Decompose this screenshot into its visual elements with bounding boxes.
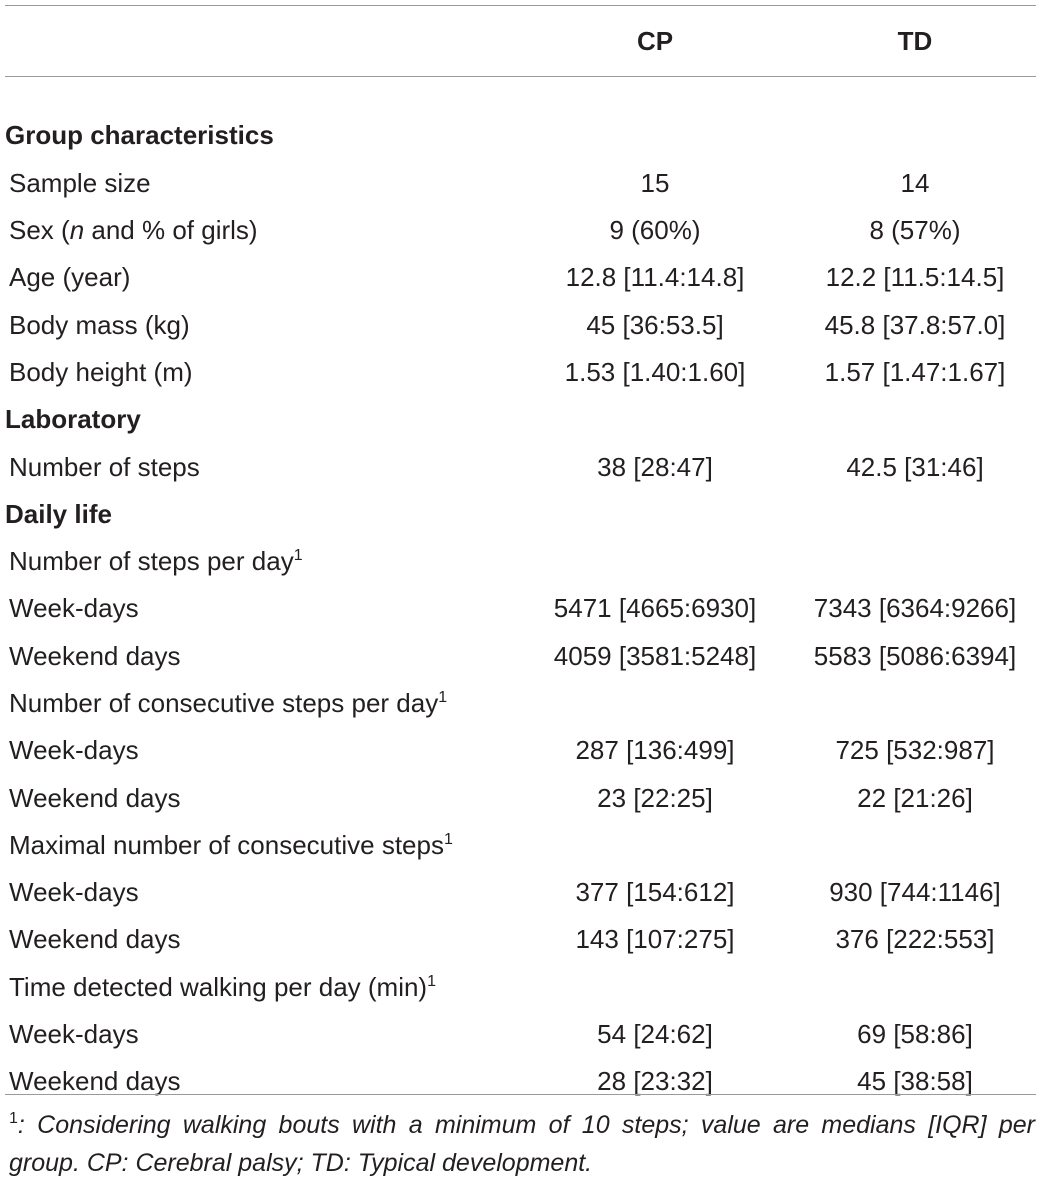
table-row: Week-days 54 [24:62] 69 [58:86] — [0, 1011, 1042, 1058]
subheading-label: Number of consecutive steps per day1 — [9, 688, 448, 718]
td-value: 12.2 [11.5:14.5] — [825, 262, 1005, 293]
td-value: 376 [222:553] — [835, 924, 995, 955]
table-row: Weekend days 28 [23:32] 45 [38:58] — [0, 1058, 1042, 1105]
row-label: Body height (m) — [9, 356, 193, 387]
cp-value: 15 — [640, 167, 670, 198]
top-rule — [5, 5, 1036, 6]
table-row: Weekend days 4059 [3581:5248] 5583 [5086… — [0, 633, 1042, 680]
table-row: Body mass (kg) 45 [36:53.5] 45.8 [37.8:5… — [0, 301, 1042, 348]
footnote-mark: 1 — [443, 830, 453, 848]
section-title: Group characteristics — [5, 120, 274, 151]
row-label: Body mass (kg) — [9, 309, 190, 340]
cp-value: 143 [107:275] — [575, 924, 735, 955]
table-row: Weekend days 143 [107:275] 376 [222:553] — [0, 916, 1042, 963]
footnote-mark: 1 — [293, 547, 303, 565]
table-row: Sample size 15 14 — [0, 160, 1042, 207]
table-row: Sex (n and % of girls) 9 (60%) 8 (57%) — [0, 207, 1042, 254]
row-label: Number of steps — [9, 451, 200, 482]
row-label: Weekend days — [9, 782, 181, 813]
td-value: 45.8 [37.8:57.0] — [824, 309, 1006, 340]
subheading-label: Time detected walking per day (min)1 — [9, 971, 437, 1002]
cp-value: 12.8 [11.4:14.8] — [565, 262, 745, 293]
footnote-mark: 1 — [438, 689, 448, 706]
table-row: Body height (m) 1.53 [1.40:1.60] 1.57 [1… — [0, 349, 1042, 396]
cp-value: 45 [36:53.5] — [586, 309, 724, 340]
table-row: Weekend days 23 [22:25] 22 [21:26] — [0, 774, 1042, 821]
section-row: Daily life — [0, 491, 1042, 538]
row-label: Sample size — [9, 167, 151, 198]
section-title: Laboratory — [5, 404, 141, 435]
section-row: Group characteristics — [0, 112, 1042, 159]
td-value: 69 [58:86] — [857, 1019, 973, 1050]
cp-value: 28 [23:32] — [597, 1066, 713, 1097]
row-label: Weekend days — [9, 1066, 181, 1097]
cp-value: 377 [154:612] — [575, 877, 735, 908]
header-rule — [5, 76, 1036, 77]
header-row: CP TD — [0, 17, 1042, 65]
subheading-row: Number of consecutive steps per day1 — [0, 680, 1042, 727]
cp-value: 54 [24:62] — [597, 1019, 713, 1050]
bottom-rule — [5, 1094, 1036, 1095]
header-td: TD — [897, 25, 933, 56]
subheading-row: Time detected walking per day (min)1 — [0, 964, 1042, 1011]
subheading-label: Number of steps per day1 — [9, 546, 303, 577]
subheading-label: Maximal number of consecutive steps1 — [9, 829, 453, 860]
row-label: Week-days — [9, 1019, 139, 1050]
row-label: Weekend days — [9, 924, 181, 955]
td-value: 930 [744:1146] — [829, 877, 1001, 908]
footnote-mark: 1 — [9, 1110, 18, 1127]
cp-value: 5471 [4665:6930] — [553, 593, 757, 624]
cp-value: 287 [136:499] — [575, 735, 735, 766]
td-value: 8 (57%) — [869, 215, 961, 246]
cp-value: 23 [22:25] — [597, 782, 713, 813]
footnote-text: : Considering walking bouts with a minim… — [9, 1111, 1035, 1177]
cp-value: 9 (60%) — [609, 215, 701, 246]
table-row: Age (year) 12.8 [11.4:14.8] 12.2 [11.5:1… — [0, 254, 1042, 301]
section-title: Daily life — [5, 498, 112, 529]
td-value: 14 — [900, 167, 930, 198]
footnote-mark: 1 — [427, 972, 437, 990]
row-label: Week-days — [9, 593, 139, 624]
table-row: Week-days 287 [136:499] 725 [532:987] — [0, 727, 1042, 774]
header-label — [0, 17, 522, 65]
td-value: 725 [532:987] — [835, 735, 995, 766]
section-row: Laboratory — [0, 396, 1042, 443]
characteristics-table: CP TD Group characteristics Sample size … — [0, 17, 1042, 1106]
table-footnote: 1: Considering walking bouts with a mini… — [9, 1106, 1035, 1182]
table-row: Number of steps 38 [28:47] 42.5 [31:46] — [0, 443, 1042, 490]
table-row: Week-days 5471 [4665:6930] 7343 [6364:92… — [0, 585, 1042, 632]
cp-value: 1.53 [1.40:1.60] — [564, 356, 746, 387]
td-value: 7343 [6364:9266] — [813, 593, 1017, 624]
row-label: Age (year) — [9, 262, 131, 293]
subheading-row: Number of steps per day1 — [0, 538, 1042, 585]
row-label: Week-days — [9, 735, 139, 766]
header-cp: CP — [636, 25, 674, 56]
td-value: 45 [38:58] — [857, 1066, 973, 1097]
row-label: Week-days — [9, 877, 139, 908]
italic-n: n — [69, 215, 85, 246]
table-row: Week-days 377 [154:612] 930 [744:1146] — [0, 869, 1042, 916]
cp-value: 38 [28:47] — [597, 451, 713, 482]
cp-value: 4059 [3581:5248] — [553, 640, 757, 671]
subheading-row: Maximal number of consecutive steps1 — [0, 822, 1042, 869]
td-value: 1.57 [1.47:1.67] — [824, 356, 1006, 387]
row-label: Sex (n and % of girls) — [9, 215, 258, 246]
td-value: 22 [21:26] — [857, 782, 973, 813]
td-value: 5583 [5086:6394] — [813, 640, 1017, 671]
row-label: Weekend days — [9, 640, 181, 671]
td-value: 42.5 [31:46] — [846, 451, 984, 482]
